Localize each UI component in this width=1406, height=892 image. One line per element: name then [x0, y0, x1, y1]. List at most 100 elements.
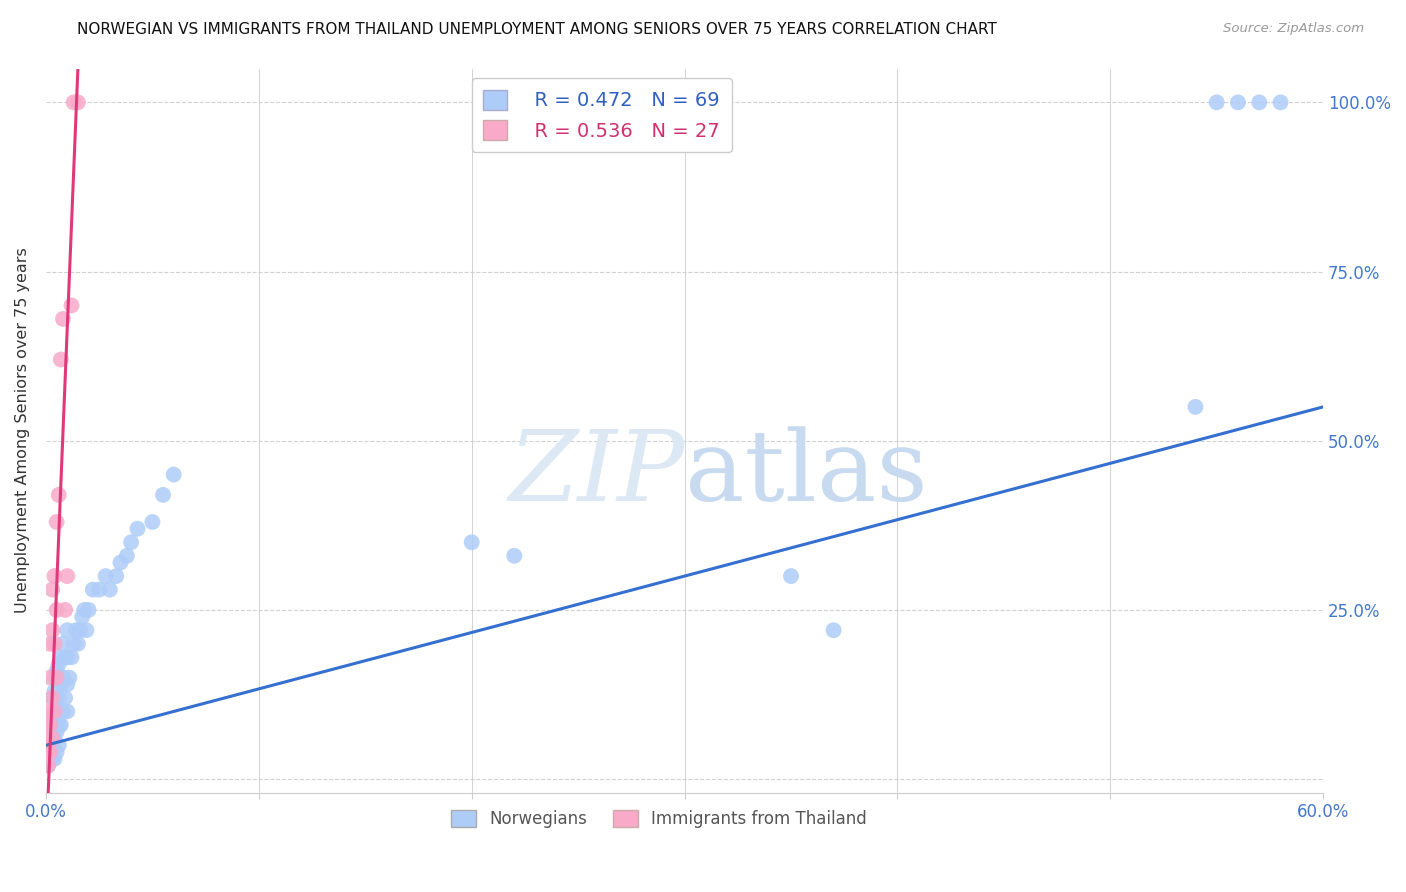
Point	[49, 650, 72, 665]
Point	[48, 718, 70, 732]
Point	[52, 671, 75, 685]
Text: Source: ZipAtlas.com: Source: ZipAtlas.com	[1223, 22, 1364, 36]
Point	[48, 690, 70, 705]
Point	[37, 705, 59, 719]
Point	[41, 690, 63, 705]
Legend: Norwegians, Immigrants from Thailand: Norwegians, Immigrants from Thailand	[444, 804, 873, 835]
Point	[44, 684, 66, 698]
Point	[503, 549, 526, 563]
Point	[37, 758, 59, 772]
Point	[52, 637, 75, 651]
Text: ZIP: ZIP	[509, 426, 685, 522]
Point	[45, 603, 67, 617]
Point	[37, 745, 59, 759]
Point	[75, 624, 97, 638]
Point	[44, 705, 66, 719]
Point	[39, 637, 62, 651]
Point	[44, 705, 66, 719]
Point	[37, 731, 59, 746]
Point	[44, 752, 66, 766]
Point	[66, 95, 89, 110]
Point	[41, 690, 63, 705]
Point	[69, 624, 91, 638]
Point	[41, 739, 63, 753]
Point	[56, 569, 79, 583]
Point	[44, 718, 66, 732]
Point	[70, 609, 93, 624]
Point	[48, 739, 70, 753]
Point	[49, 718, 72, 732]
Point	[82, 582, 104, 597]
Point	[45, 745, 67, 759]
Point	[65, 624, 87, 638]
Point	[52, 705, 75, 719]
Point	[41, 752, 63, 766]
Point	[60, 650, 83, 665]
Point	[110, 556, 132, 570]
Point	[152, 488, 174, 502]
Point	[127, 522, 149, 536]
Point	[41, 711, 63, 725]
Point	[141, 515, 163, 529]
Point	[163, 467, 186, 482]
Point	[39, 745, 62, 759]
Point	[45, 705, 67, 719]
Point	[48, 488, 70, 502]
Point	[66, 637, 89, 651]
Point	[56, 705, 79, 719]
Point	[56, 677, 79, 691]
Point	[460, 535, 482, 549]
Point	[48, 657, 70, 671]
Point	[44, 671, 66, 685]
Point	[52, 312, 75, 326]
Point	[98, 582, 121, 597]
Point	[49, 677, 72, 691]
Point	[53, 650, 76, 665]
Point	[1205, 95, 1227, 110]
Point	[60, 298, 83, 312]
Point	[1227, 95, 1250, 110]
Point	[45, 671, 67, 685]
Point	[115, 549, 138, 563]
Point	[120, 535, 142, 549]
Point	[62, 637, 84, 651]
Point	[823, 624, 845, 638]
Point	[45, 515, 67, 529]
Text: NORWEGIAN VS IMMIGRANTS FROM THAILAND UNEMPLOYMENT AMONG SENIORS OVER 75 YEARS C: NORWEGIAN VS IMMIGRANTS FROM THAILAND UN…	[77, 22, 997, 37]
Point	[44, 569, 66, 583]
Point	[45, 690, 67, 705]
Point	[105, 569, 128, 583]
Point	[41, 724, 63, 739]
Point	[45, 724, 67, 739]
Point	[44, 637, 66, 651]
Text: atlas: atlas	[685, 426, 928, 522]
Point	[39, 731, 62, 746]
Point	[780, 569, 803, 583]
Point	[49, 352, 72, 367]
Point	[94, 569, 117, 583]
Point	[53, 690, 76, 705]
Point	[44, 731, 66, 746]
Point	[39, 718, 62, 732]
Point	[1184, 400, 1206, 414]
Point	[73, 603, 96, 617]
Point	[41, 624, 63, 638]
Point	[53, 603, 76, 617]
Point	[39, 739, 62, 753]
Point	[37, 758, 59, 772]
Point	[41, 582, 63, 597]
Point	[39, 718, 62, 732]
Point	[56, 624, 79, 638]
Point	[39, 752, 62, 766]
Point	[41, 731, 63, 746]
Y-axis label: Unemployment Among Seniors over 75 years: Unemployment Among Seniors over 75 years	[15, 248, 30, 614]
Point	[89, 582, 111, 597]
Point	[37, 718, 59, 732]
Point	[56, 650, 79, 665]
Point	[37, 745, 59, 759]
Point	[77, 603, 100, 617]
Point	[39, 671, 62, 685]
Point	[1270, 95, 1292, 110]
Point	[45, 664, 67, 678]
Point	[58, 671, 80, 685]
